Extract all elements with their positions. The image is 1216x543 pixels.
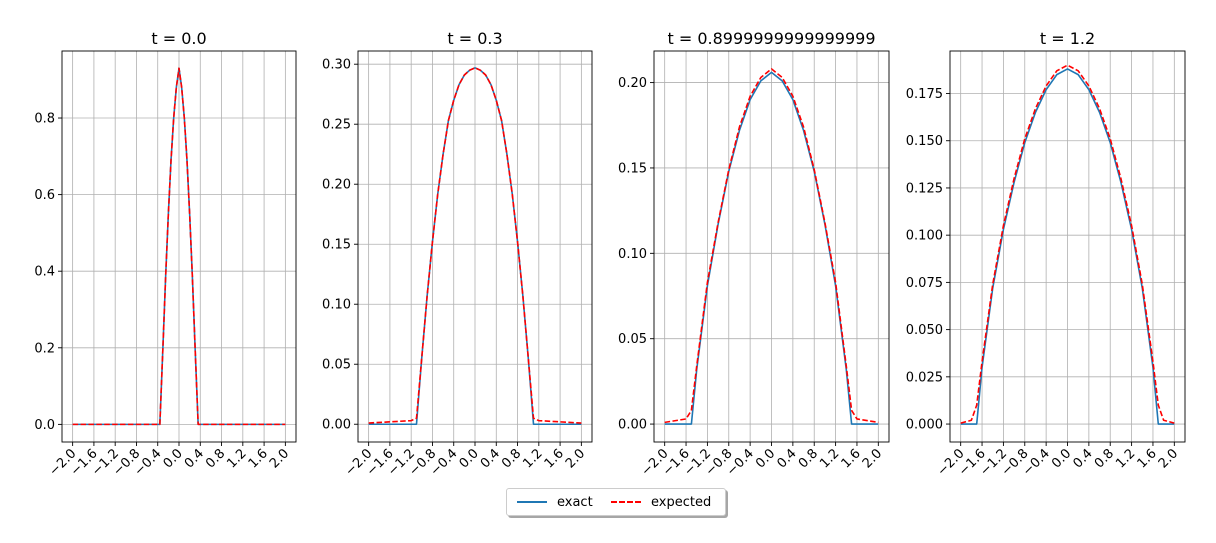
y-tick-label: 0.000 — [906, 418, 943, 433]
x-tick-label: 2.0 — [1156, 446, 1181, 471]
x-tick-label: 0.0 — [1049, 446, 1074, 471]
y-tick-label: 0.05 — [322, 358, 351, 373]
y-tick-label: 0.150 — [906, 134, 943, 149]
x-tick-label: 2.0 — [267, 446, 292, 471]
series-line-exact — [960, 68, 1175, 425]
legend: exact expected — [506, 488, 726, 516]
y-tick-label: 0.25 — [322, 118, 351, 133]
x-tick-label: 1.2 — [520, 446, 545, 471]
series-line-expected — [960, 64, 1175, 424]
subplot-title: t = 1.2 — [1040, 29, 1095, 48]
y-tick-label: 0.15 — [618, 161, 647, 176]
x-tick-label: 1.6 — [542, 446, 567, 471]
subplot-title: t = 0.3 — [447, 29, 502, 48]
x-tick-label: 2.0 — [563, 446, 588, 471]
subplot-title: t = 0.8999999999999999 — [668, 29, 876, 48]
legend-swatch-exact — [517, 501, 547, 503]
x-tick-label: 0.0 — [457, 446, 482, 471]
x-tick-label: 0.4 — [774, 446, 799, 471]
y-tick-label: 0.125 — [906, 181, 943, 196]
y-tick-label: 0.10 — [618, 247, 647, 262]
y-tick-label: 0.0 — [34, 418, 55, 433]
x-tick-label: 0.8 — [499, 446, 524, 471]
y-tick-label: 0.175 — [906, 87, 943, 102]
y-tick-label: 0.15 — [322, 238, 351, 253]
y-tick-label: 0.8 — [34, 112, 55, 127]
x-tick-label: 1.2 — [817, 446, 842, 471]
subplot-title: t = 0.0 — [151, 29, 206, 48]
x-tick-label: 0.8 — [796, 446, 821, 471]
legend-label-expected: expected — [651, 494, 712, 510]
y-tick-label: 0.075 — [906, 276, 943, 291]
y-tick-label: 0.00 — [618, 418, 647, 433]
subplot-4: 0.000 0.025 0.050 0.075 0.100 0.125 0.150 0.175… — [906, 29, 1186, 479]
y-tick-label: 0.050 — [906, 323, 943, 338]
y-tick-label: 0.100 — [906, 229, 943, 244]
legend-item-exact: exact — [517, 492, 593, 512]
x-tick-label: 0.0 — [753, 446, 778, 471]
y-tick-label: 0.00 — [322, 418, 351, 433]
x-tick-label: 0.4 — [1070, 446, 1095, 471]
x-tick-label: 0.8 — [203, 446, 228, 471]
legend-swatch-expected — [611, 501, 641, 503]
x-tick-label: 1.6 — [1135, 446, 1160, 471]
subplot-3: 0.000.050.100.150.20−2.0−1.6−1.2−0.8−0.4… — [618, 29, 890, 479]
legend-item-expected: expected — [611, 492, 711, 512]
x-tick-label: 0.4 — [182, 446, 207, 471]
x-tick-label: 1.6 — [246, 446, 271, 471]
x-tick-label: 1.6 — [839, 446, 864, 471]
x-tick-label: 0.0 — [161, 446, 186, 471]
subplot-1: 0.00.20.40.60.8−2.0−1.6−1.2−0.8−0.40.00.… — [34, 29, 297, 479]
series-line-expected — [72, 67, 286, 426]
series-line-expected — [368, 67, 582, 424]
x-tick-label: 0.4 — [478, 446, 503, 471]
y-tick-label: 0.20 — [618, 76, 647, 91]
subplot-2: 0.000.050.100.150.200.250.30−2.0−1.6−1.2… — [322, 29, 593, 479]
x-tick-label: 2.0 — [860, 446, 885, 471]
y-tick-label: 0.20 — [322, 178, 351, 193]
x-tick-label: 1.2 — [224, 446, 249, 471]
legend-label-exact: exact — [557, 494, 593, 510]
y-tick-label: 0.10 — [322, 298, 351, 313]
y-tick-label: 0.05 — [618, 332, 647, 347]
x-tick-label: 1.2 — [1113, 446, 1138, 471]
y-tick-label: 0.4 — [34, 265, 55, 280]
y-tick-label: 0.2 — [34, 341, 55, 356]
x-tick-label: 0.8 — [1092, 446, 1117, 471]
series-line-expected — [664, 68, 879, 424]
y-tick-label: 0.6 — [34, 188, 55, 203]
y-tick-label: 0.025 — [906, 370, 943, 385]
y-tick-label: 0.30 — [322, 58, 351, 73]
